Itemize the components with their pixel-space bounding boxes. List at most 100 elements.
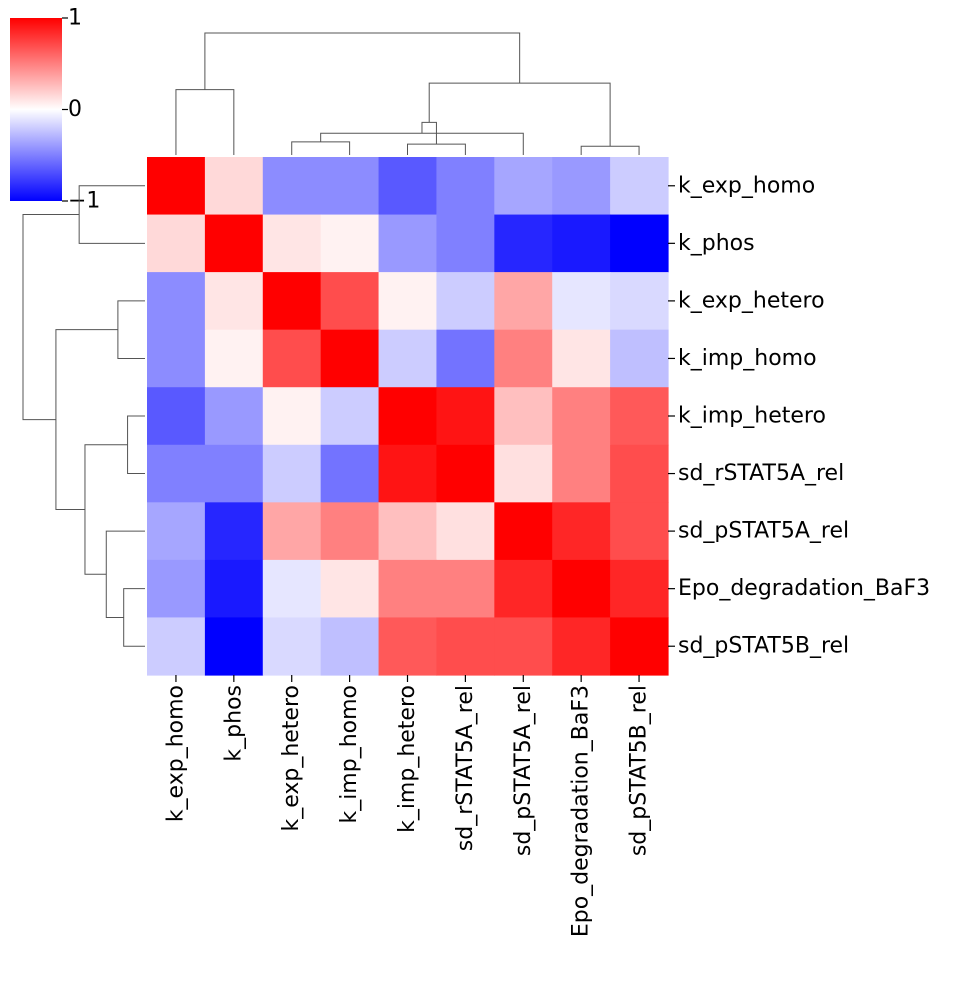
heatmap-cell [378,272,438,331]
column-labels: k_exp_homo k_phos k_exp_hetero k_imp_homo k_… [163,675,652,937]
heatmap-cell [552,387,611,446]
heatmap-cell [147,617,206,676]
dendrogram-link [55,329,118,511]
heatmap-cell [494,272,553,331]
heatmap-cell [204,157,264,216]
row-dendrogram [22,185,145,647]
dendrogram-link [123,588,145,647]
heatmap-cell [494,617,553,676]
heatmap-cell [262,157,322,216]
heatmap-cell [610,617,669,676]
heatmap-cell [610,387,669,446]
heatmap-cell [378,444,438,503]
row-label: k_exp_hetero [678,288,825,313]
heatmap-cell [552,329,611,388]
heatmap-cell [262,559,322,619]
heatmap-cell [610,559,669,619]
heatmap-cell [610,444,669,503]
dendrogram-link [428,82,611,147]
heatmap-cell [147,329,206,388]
row-label: k_phos [678,231,755,256]
heatmap-cell [262,617,322,676]
heatmap-cell [320,444,380,503]
dendrogram-link [175,89,235,155]
colorbar-tick-label: 1 [68,6,82,31]
heatmap-cell [378,502,438,561]
colorbar-ticks: 1 0 −1 [62,6,100,214]
heatmap-cell [494,329,553,388]
heatmap-cell [494,157,553,216]
col-label: sd_pSTAT5B_rel [627,685,652,856]
heatmap-cell [494,559,553,619]
heatmap-cell [320,387,380,446]
col-label: sd_pSTAT5A_rel [511,685,536,856]
heatmap-cell [147,559,206,619]
heatmap-cell [320,559,380,619]
row-label: sd_rSTAT5A_rel [678,461,844,486]
col-label: k_phos [221,685,246,762]
row-label: sd_pSTAT5A_rel [678,519,849,544]
heatmap-cell [204,444,264,503]
heatmap-cell [204,214,264,273]
heatmap-cell [436,444,495,503]
heatmap-cell [204,329,264,388]
heatmap-cell [610,329,669,388]
heatmap-cell [147,214,206,273]
heatmap-cell [320,272,380,331]
colorbar-tick-label: −1 [68,189,100,214]
heatmap-cell [436,329,495,388]
dendrogram-link [580,145,640,155]
heatmap-cell [262,444,322,503]
col-label: Epo_degradation_BaF3 [569,685,594,937]
heatmap-cell [204,387,264,446]
col-label: k_exp_hetero [279,685,304,832]
heatmap-cell [494,502,553,561]
heatmap-cell [320,617,380,676]
col-label: k_imp_hetero [395,685,420,833]
heatmap-cell [378,387,438,446]
heatmap-cell [610,157,669,216]
dendrogram-link [407,143,466,155]
heatmap-cell [552,617,611,676]
heatmap-cell [204,502,264,561]
heatmap-cell [204,272,264,331]
dendrogram-link [22,214,80,421]
heatmap-cell [147,387,206,446]
heatmap-cell [378,617,438,676]
row-label: Epo_degradation_BaF3 [678,576,930,601]
heatmap-cell [494,444,553,503]
heatmap-cell [262,387,322,446]
heatmap-cell [378,329,438,388]
heatmap-cell [494,214,553,273]
heatmap-cell [320,329,380,388]
col-label: sd_rSTAT5A_rel [453,685,478,851]
heatmap-cell [610,272,669,331]
heatmap-cell [610,502,669,561]
dendrogram-link [84,444,128,575]
heatmap-cell [147,444,206,503]
heatmap-cell [320,502,380,561]
heatmap-cells [147,157,669,676]
heatmap-cell [552,444,611,503]
colorbar [10,18,62,201]
dendrogram-link [127,415,145,475]
heatmap-cell [552,214,611,273]
heatmap-cell [378,214,438,273]
heatmap-cell [436,214,495,273]
heatmap-cell [147,157,206,216]
col-label: k_exp_homo [163,685,188,822]
heatmap-cell [436,617,495,676]
dendrogram-link [204,32,521,90]
row-labels: k_exp_homo k_phos k_exp_hetero k_imp_homo k_… [668,173,930,659]
heatmap-cell [262,272,322,331]
heatmap-cell [552,502,611,561]
heatmap-cell [262,329,322,388]
heatmap-cell [147,272,206,331]
heatmap-cell [494,387,553,446]
heatmap-cell [552,559,611,619]
heatmap-cell [436,559,495,619]
heatmap-cell [436,387,495,446]
heatmap-cell [262,214,322,273]
heatmap-cell [610,214,669,273]
